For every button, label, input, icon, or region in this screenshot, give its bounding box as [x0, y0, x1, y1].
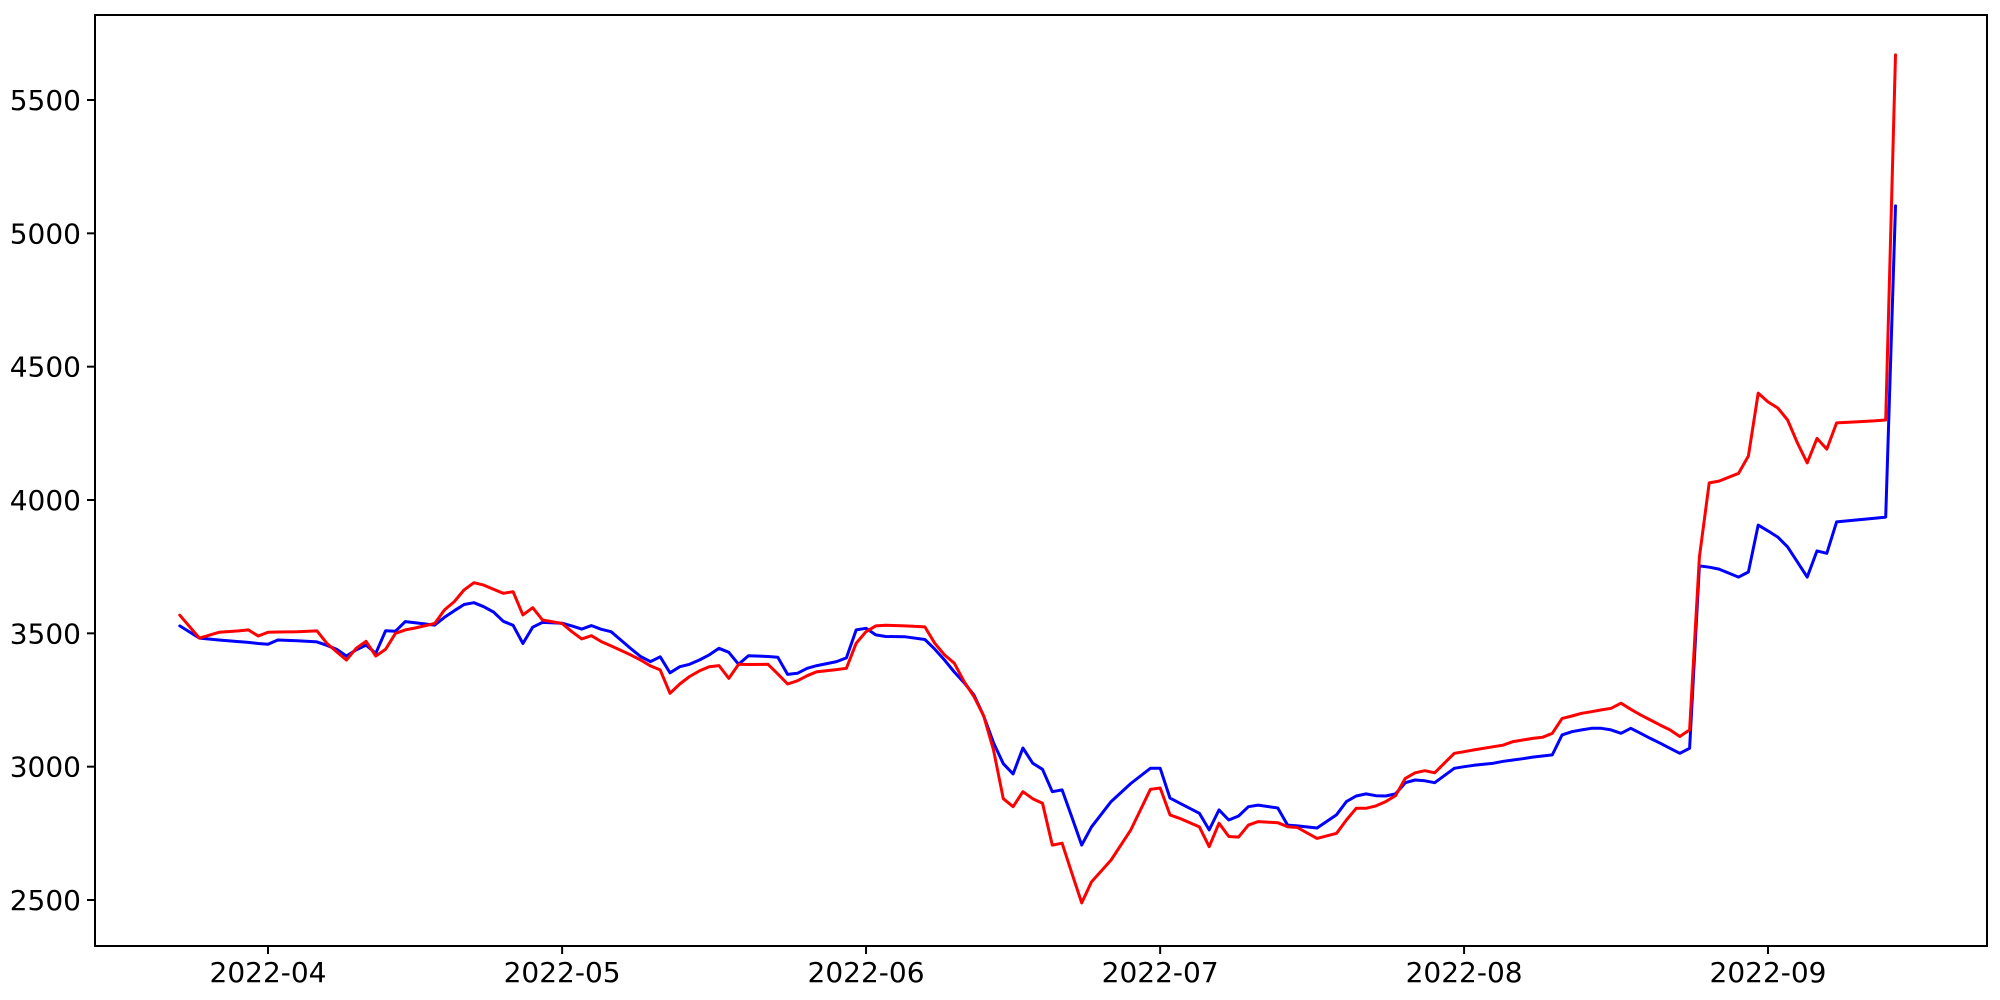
x-tick-label: 2022-05	[504, 956, 621, 989]
blue-series-line	[178, 204, 1897, 847]
axes-group: 2022-04 2022-05 2022-06 2022-07 2022-08 2022-…	[10, 14, 1988, 989]
plot-area	[95, 15, 1987, 946]
y-tick-label: 5000	[10, 217, 81, 250]
y-tick-label: 5500	[10, 84, 81, 117]
y-tick-label: 3500	[10, 617, 81, 650]
x-tick-label: 2022-09	[1710, 956, 1827, 989]
x-tick-label: 2022-08	[1406, 956, 1523, 989]
series-group	[178, 53, 1897, 905]
red-series-line	[178, 53, 1897, 905]
x-tick-label: 2022-07	[1102, 956, 1219, 989]
y-tick-label: 4000	[10, 484, 81, 517]
y-tick-label: 2500	[10, 884, 81, 917]
x-tick-label: 2022-06	[808, 956, 925, 989]
y-tick-label: 3000	[10, 751, 81, 784]
x-tick-label: 2022-04	[210, 956, 327, 989]
y-tick-label: 4500	[10, 351, 81, 384]
axes-spines	[94, 14, 1988, 947]
